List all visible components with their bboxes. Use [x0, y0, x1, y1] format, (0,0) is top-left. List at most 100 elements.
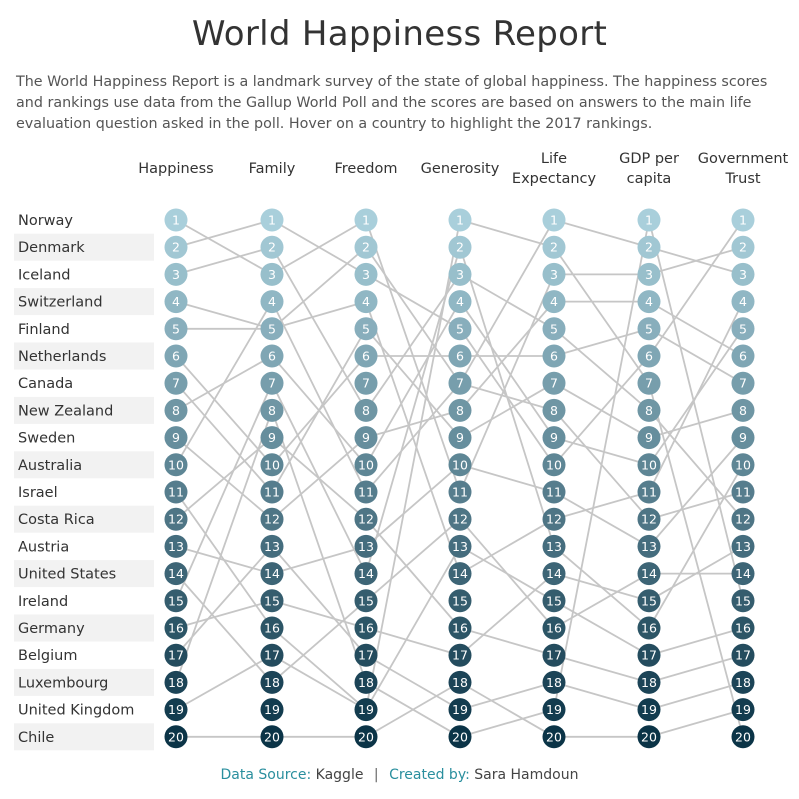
rank-marker[interactable]	[448, 235, 472, 259]
rank-marker[interactable]	[637, 534, 661, 558]
rank-marker[interactable]	[448, 616, 472, 640]
rank-marker[interactable]	[731, 562, 755, 586]
rank-marker[interactable]	[354, 562, 378, 586]
rank-marker[interactable]	[164, 670, 188, 694]
rank-marker[interactable]	[448, 208, 472, 232]
country-label[interactable]: Denmark	[18, 240, 85, 256]
rank-marker[interactable]	[542, 698, 566, 722]
rank-marker[interactable]	[354, 208, 378, 232]
rank-marker[interactable]	[164, 317, 188, 341]
rank-marker[interactable]	[542, 208, 566, 232]
country-label[interactable]: Netherlands	[18, 349, 106, 365]
rank-marker[interactable]	[260, 698, 284, 722]
rank-marker[interactable]	[731, 480, 755, 504]
rank-marker[interactable]	[354, 725, 378, 749]
rank-marker[interactable]	[260, 453, 284, 477]
rank-marker[interactable]	[448, 344, 472, 368]
source-value[interactable]: Kaggle	[315, 767, 364, 783]
rank-marker[interactable]	[448, 534, 472, 558]
rank-marker[interactable]	[542, 670, 566, 694]
country-label[interactable]: Chile	[18, 730, 54, 746]
rank-marker[interactable]	[260, 507, 284, 531]
rank-marker[interactable]	[260, 317, 284, 341]
rank-marker[interactable]	[731, 317, 755, 341]
rank-marker[interactable]	[260, 290, 284, 314]
rank-marker[interactable]	[731, 262, 755, 286]
rank-marker[interactable]	[448, 262, 472, 286]
rank-marker[interactable]	[164, 507, 188, 531]
rank-marker[interactable]	[542, 344, 566, 368]
rank-marker[interactable]	[731, 235, 755, 259]
country-label[interactable]: Germany	[18, 621, 85, 637]
rank-marker[interactable]	[164, 208, 188, 232]
country-label[interactable]: United Kingdom	[18, 703, 134, 719]
rank-marker[interactable]	[354, 371, 378, 395]
rank-marker[interactable]	[354, 453, 378, 477]
rank-marker[interactable]	[260, 262, 284, 286]
created-value[interactable]: Sara Hamdoun	[474, 767, 579, 783]
rank-marker[interactable]	[354, 426, 378, 450]
rank-marker[interactable]	[731, 670, 755, 694]
rank-marker[interactable]	[164, 643, 188, 667]
rank-marker[interactable]	[731, 616, 755, 640]
rank-marker[interactable]	[164, 398, 188, 422]
rank-marker[interactable]	[637, 344, 661, 368]
rank-marker[interactable]	[164, 589, 188, 613]
country-label[interactable]: Costa Rica	[18, 512, 95, 528]
rank-marker[interactable]	[542, 398, 566, 422]
country-label[interactable]: Israel	[18, 485, 58, 501]
rank-marker[interactable]	[731, 643, 755, 667]
rank-marker[interactable]	[542, 262, 566, 286]
rank-marker[interactable]	[637, 426, 661, 450]
rank-marker[interactable]	[164, 616, 188, 640]
rank-marker[interactable]	[260, 371, 284, 395]
rank-marker[interactable]	[448, 507, 472, 531]
rank-marker[interactable]	[260, 562, 284, 586]
rank-marker[interactable]	[260, 534, 284, 558]
rank-marker[interactable]	[260, 670, 284, 694]
rank-marker[interactable]	[164, 534, 188, 558]
rank-marker[interactable]	[637, 453, 661, 477]
rank-marker[interactable]	[260, 725, 284, 749]
rank-marker[interactable]	[354, 344, 378, 368]
rank-marker[interactable]	[637, 643, 661, 667]
rank-marker[interactable]	[731, 290, 755, 314]
rank-marker[interactable]	[448, 371, 472, 395]
rank-marker[interactable]	[637, 670, 661, 694]
rank-marker[interactable]	[731, 371, 755, 395]
rank-marker[interactable]	[354, 670, 378, 694]
rank-marker[interactable]	[448, 589, 472, 613]
rank-marker[interactable]	[542, 371, 566, 395]
rank-marker[interactable]	[637, 725, 661, 749]
rank-marker[interactable]	[542, 235, 566, 259]
rank-marker[interactable]	[731, 208, 755, 232]
rank-marker[interactable]	[260, 480, 284, 504]
rank-marker[interactable]	[637, 616, 661, 640]
country-label[interactable]: Luxembourg	[18, 675, 108, 691]
rank-marker[interactable]	[164, 344, 188, 368]
rank-marker[interactable]	[164, 698, 188, 722]
country-label[interactable]: Belgium	[18, 648, 77, 664]
rank-marker[interactable]	[637, 290, 661, 314]
rank-marker[interactable]	[542, 534, 566, 558]
rank-marker[interactable]	[164, 426, 188, 450]
rank-marker[interactable]	[542, 616, 566, 640]
rank-marker[interactable]	[260, 589, 284, 613]
rank-marker[interactable]	[164, 725, 188, 749]
rank-marker[interactable]	[164, 562, 188, 586]
rank-marker[interactable]	[164, 262, 188, 286]
rank-marker[interactable]	[731, 426, 755, 450]
rank-marker[interactable]	[637, 208, 661, 232]
rank-marker[interactable]	[260, 398, 284, 422]
rank-marker[interactable]	[260, 616, 284, 640]
country-label[interactable]: Sweden	[18, 431, 75, 447]
rank-marker[interactable]	[637, 480, 661, 504]
rank-marker[interactable]	[164, 453, 188, 477]
rank-marker[interactable]	[354, 290, 378, 314]
rank-marker[interactable]	[354, 534, 378, 558]
rank-marker[interactable]	[354, 643, 378, 667]
rank-marker[interactable]	[448, 290, 472, 314]
country-label[interactable]: United States	[18, 567, 116, 583]
rank-marker[interactable]	[260, 235, 284, 259]
country-label[interactable]: Canada	[18, 376, 73, 392]
